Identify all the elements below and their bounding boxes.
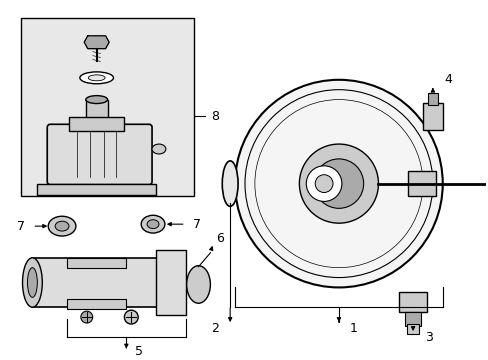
FancyBboxPatch shape — [47, 124, 152, 185]
Bar — [85, 100, 107, 127]
Text: 5: 5 — [135, 345, 143, 358]
Circle shape — [315, 175, 332, 193]
Text: 8: 8 — [211, 110, 219, 123]
Bar — [69, 117, 124, 131]
Circle shape — [305, 166, 341, 201]
Circle shape — [299, 144, 378, 223]
Ellipse shape — [85, 96, 107, 104]
Bar — [20, 18, 193, 197]
Text: 2: 2 — [211, 323, 219, 336]
Ellipse shape — [124, 310, 138, 324]
Ellipse shape — [22, 258, 42, 307]
Ellipse shape — [141, 215, 164, 233]
Bar — [427, 93, 437, 104]
Ellipse shape — [80, 72, 113, 84]
Ellipse shape — [48, 216, 76, 236]
Ellipse shape — [152, 144, 165, 154]
Text: 4: 4 — [444, 73, 452, 86]
Ellipse shape — [27, 268, 37, 297]
Text: 7: 7 — [17, 220, 24, 233]
Bar — [407, 171, 435, 197]
Text: 3: 3 — [424, 331, 432, 345]
Bar — [156, 250, 185, 315]
Polygon shape — [84, 36, 109, 49]
Circle shape — [314, 159, 363, 208]
Ellipse shape — [55, 221, 69, 231]
Ellipse shape — [222, 161, 238, 206]
Bar — [405, 312, 420, 326]
Ellipse shape — [81, 311, 93, 323]
Bar — [32, 258, 185, 307]
Bar — [67, 258, 126, 268]
Ellipse shape — [85, 123, 107, 131]
Bar — [422, 103, 442, 130]
Ellipse shape — [88, 75, 105, 81]
Circle shape — [235, 80, 442, 287]
Ellipse shape — [186, 266, 210, 303]
Ellipse shape — [147, 220, 159, 229]
Text: 1: 1 — [349, 323, 357, 336]
Bar — [67, 299, 126, 309]
Text: 6: 6 — [216, 231, 224, 244]
Bar — [37, 184, 156, 195]
Bar — [407, 324, 418, 334]
Text: 7: 7 — [192, 218, 200, 231]
Bar — [398, 292, 426, 312]
